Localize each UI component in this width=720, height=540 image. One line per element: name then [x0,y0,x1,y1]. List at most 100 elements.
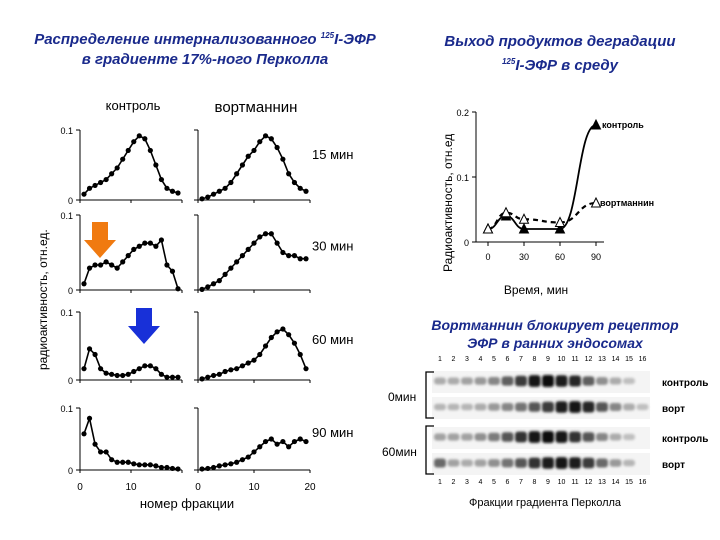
wortmannin-point [518,213,530,224]
blot-row-label: ворт [662,404,685,415]
data-point [120,259,126,265]
data-point [136,462,142,468]
rate-ytick-label: 0.1 [456,173,469,183]
data-point [228,367,234,373]
blot-strip [432,453,650,475]
data-point [136,133,142,139]
data-point [251,357,257,363]
data-point [120,372,126,379]
data-point [297,185,303,191]
blot-band [447,433,460,441]
data-point [97,179,104,186]
blot-band [461,433,473,441]
rate-xlabel: Время, мин [504,283,568,297]
lane-number-bottom: 11 [571,479,578,486]
orange-arrow [84,222,116,258]
x-tick-label: 20 [304,482,316,493]
blot-band [461,459,473,467]
lane-number-top: 10 [558,356,566,363]
data-point [147,147,153,154]
blot-band [609,459,622,467]
blot-band [623,403,635,411]
data-point [239,363,246,369]
data-point [142,363,148,369]
data-point [164,262,170,268]
data-point [103,259,109,265]
data-point [169,374,176,380]
data-point [280,438,286,445]
blot-band [461,377,473,385]
data-point [303,188,309,194]
data-point [239,253,246,259]
data-point [257,139,263,145]
data-point [131,461,137,467]
blot-band [582,432,595,442]
data-point [142,136,148,142]
blot-strip [432,397,650,419]
blot-band [609,377,622,385]
lane-number-bottom: 6 [506,479,510,486]
blot-band [488,403,500,411]
data-point [109,371,115,377]
wortmannin-line [487,201,597,231]
legend-control: контроль [602,120,644,130]
data-point [274,441,280,447]
data-point [147,240,153,246]
blot-band [501,458,514,468]
control-point [518,222,530,234]
lane-number-top: 2 [452,356,456,363]
blot-band [623,459,635,467]
data-point [274,240,280,246]
x-tick-label: 0 [77,482,83,493]
right-title: Выход продуктов деградации 125I-ЭФР в ср… [420,32,700,76]
data-point [251,240,257,246]
left-title-line1b: I-ЭФР [334,31,376,48]
wortmannin-point [482,222,494,234]
data-point [86,415,93,421]
data-point [125,253,131,259]
data-point [291,253,298,259]
right-title-line1: Выход продуктов деградации [444,33,676,50]
lane-number-top: 14 [612,356,620,363]
data-point [97,449,104,455]
blot-row-label: ворт [662,460,685,471]
blot-band [515,458,527,468]
data-point [114,165,120,171]
data-point [125,459,131,465]
data-point [169,188,176,194]
data-point [228,461,234,467]
right-title-line2: I-ЭФР в среду [515,57,619,74]
blot-row-label: контроль [662,434,708,445]
blot-band [569,401,581,413]
lane-number-top: 6 [506,356,510,363]
data-point [164,374,170,380]
y-tick-01: 0.1 [60,126,73,136]
data-point [234,259,240,265]
data-point [286,444,292,450]
data-point [262,343,269,349]
lane-number-top: 16 [639,356,647,363]
data-point [274,329,280,335]
x-tick-label: 10 [125,482,137,493]
wortmannin-point [554,216,566,227]
x-tick-label: 10 [248,482,260,493]
data-point [210,464,217,471]
left-title-line1a: Распределение интернализованного [34,31,321,48]
data-point [86,346,93,352]
blot-band [501,432,514,442]
data-point [86,265,93,271]
data-point [153,162,159,168]
data-point [205,284,211,290]
blot-band [555,375,568,387]
data-point [262,231,269,237]
data-point [210,372,217,379]
data-point [153,243,159,249]
data-point [297,256,303,262]
blot-band [474,433,487,441]
data-point [222,271,228,277]
blot-bracket [425,425,434,475]
lane-number-top: 12 [585,356,593,363]
lane-number-top: 1 [438,356,442,363]
time-label: 30 мин [312,239,353,254]
